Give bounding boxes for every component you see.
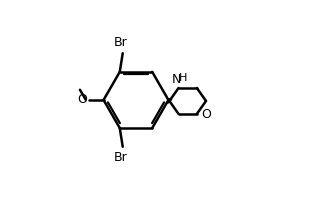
Text: H: H (179, 73, 188, 83)
Text: N: N (172, 73, 182, 86)
Text: O: O (201, 109, 211, 121)
Text: Br: Br (114, 151, 128, 164)
Text: Br: Br (114, 36, 128, 49)
Text: O: O (77, 93, 87, 107)
